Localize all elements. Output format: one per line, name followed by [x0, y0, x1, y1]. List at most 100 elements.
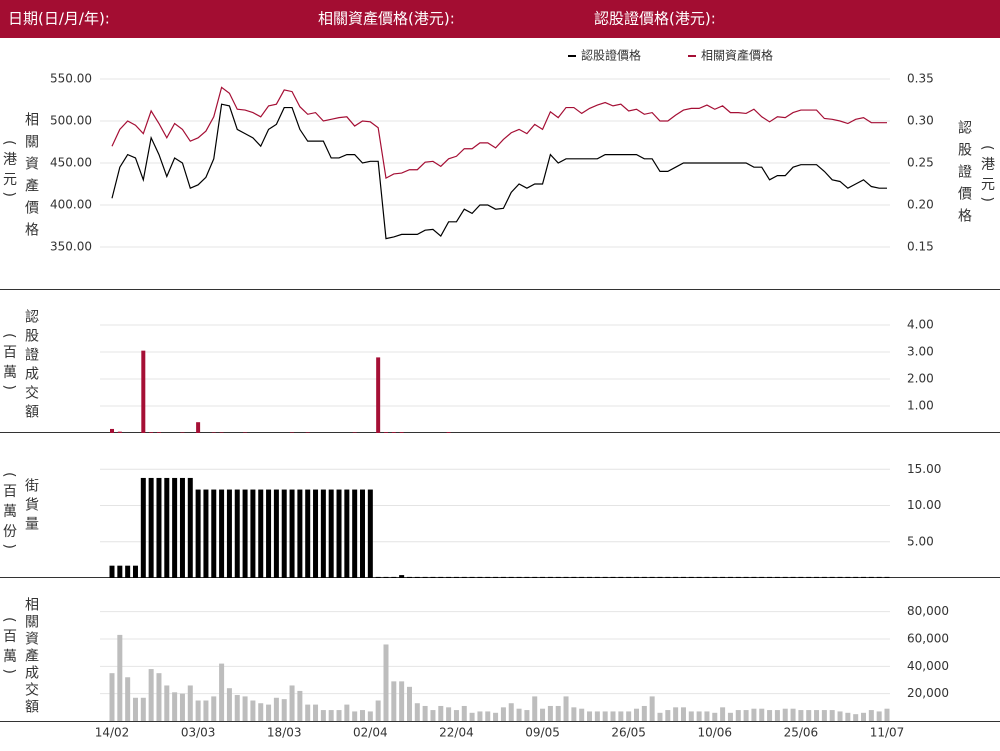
- bar: [649, 576, 655, 578]
- bar: [179, 477, 185, 578]
- bar: [798, 710, 804, 721]
- bar: [743, 576, 749, 578]
- bar: [555, 705, 561, 721]
- bar: [258, 489, 264, 578]
- bar: [297, 690, 303, 721]
- x-tick-label: 10/06: [697, 726, 732, 740]
- bar: [242, 489, 248, 578]
- bar: [884, 576, 890, 578]
- bar: [884, 708, 890, 721]
- bar: [641, 705, 647, 721]
- bar: [594, 711, 600, 721]
- bar: [571, 576, 577, 578]
- axis-title: 認股證成交額: [23, 309, 39, 423]
- bar: [853, 576, 859, 578]
- bar: [446, 432, 451, 433]
- bar: [132, 697, 138, 721]
- bar: [320, 489, 326, 578]
- bar: [579, 576, 585, 578]
- bar: [493, 712, 499, 721]
- bar: [829, 710, 835, 721]
- bar: [500, 576, 506, 578]
- bar: [149, 432, 154, 433]
- bar: [767, 576, 773, 578]
- bar: [626, 711, 632, 721]
- x-tick-label: 11/07: [870, 726, 905, 740]
- bar: [336, 710, 342, 721]
- x-tick-label: 09/05: [525, 726, 560, 740]
- bar: [845, 576, 851, 578]
- bar: [633, 708, 639, 721]
- y-tick-label: 80,000: [907, 604, 949, 618]
- bar: [547, 576, 553, 578]
- bar: [172, 692, 178, 721]
- bar: [665, 576, 671, 578]
- bar: [524, 576, 530, 578]
- bar: [712, 712, 718, 721]
- bar: [735, 710, 741, 721]
- bar: [375, 700, 381, 721]
- x-tick-label: 02/04: [353, 726, 388, 740]
- bar: [110, 428, 114, 433]
- bar: [391, 432, 396, 433]
- axis-title: 相關資產成交額: [23, 597, 39, 716]
- bar: [814, 576, 820, 578]
- bar: [798, 576, 804, 578]
- bar: [375, 576, 381, 578]
- bar: [876, 576, 882, 578]
- bar: [861, 712, 867, 721]
- bar: [532, 576, 538, 578]
- bar: [352, 489, 358, 578]
- bar: [806, 576, 812, 578]
- bar: [720, 576, 726, 578]
- axis-title: 街貨量: [23, 478, 39, 535]
- bar: [563, 696, 569, 721]
- bar: [328, 710, 334, 721]
- bar: [125, 565, 131, 578]
- bar: [305, 432, 310, 433]
- bar: [117, 431, 122, 433]
- bar: [680, 576, 686, 578]
- bar: [704, 711, 710, 721]
- bar: [132, 565, 138, 578]
- bar: [477, 576, 483, 578]
- bar: [360, 710, 366, 721]
- bar: [383, 576, 389, 578]
- bar: [399, 575, 405, 578]
- bar: [422, 705, 428, 721]
- bar: [313, 489, 319, 578]
- bar: [712, 576, 718, 578]
- axis-title: 相關資產價格: [23, 112, 39, 244]
- bar: [383, 644, 389, 721]
- bar: [289, 489, 295, 578]
- bar: [243, 432, 248, 433]
- bar: [602, 711, 608, 721]
- x-tick-label: 18/03: [267, 726, 302, 740]
- bar: [414, 576, 420, 578]
- x-tick-label: 22/04: [439, 726, 474, 740]
- bar: [782, 576, 788, 578]
- bar: [305, 704, 311, 721]
- bar: [406, 576, 412, 578]
- bar: [868, 710, 874, 721]
- y-tick-label: 2.00: [907, 372, 934, 386]
- bar: [657, 712, 663, 721]
- bar: [493, 576, 499, 578]
- bar: [242, 696, 248, 721]
- bar: [563, 576, 569, 578]
- y-tick-label: 550.00: [50, 72, 92, 86]
- bar: [141, 350, 146, 433]
- y-tick-label: 0.25: [907, 156, 934, 170]
- bar: [500, 707, 506, 721]
- bar: [837, 576, 843, 578]
- bar: [673, 707, 679, 721]
- bar: [814, 710, 820, 721]
- bar: [117, 634, 123, 721]
- bar: [430, 576, 436, 578]
- bar: [438, 576, 444, 578]
- bar: [187, 685, 193, 721]
- bar: [688, 711, 694, 721]
- bar: [344, 489, 350, 578]
- bar: [587, 576, 593, 578]
